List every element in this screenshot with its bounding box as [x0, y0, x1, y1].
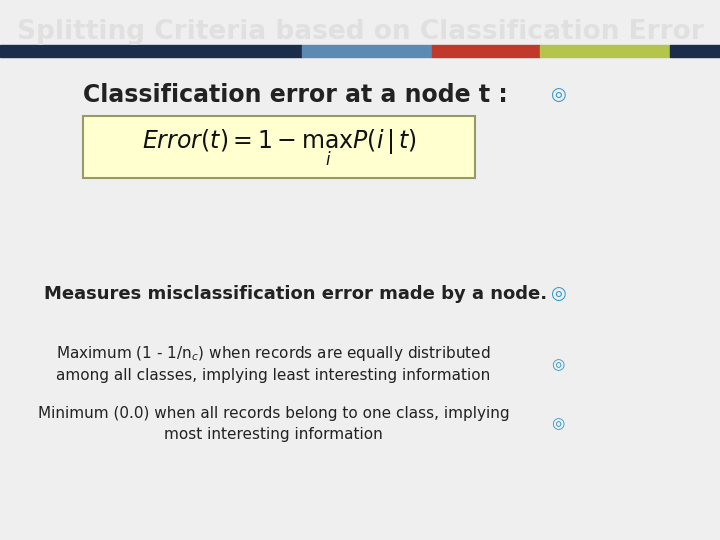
Bar [670, 45, 720, 57]
FancyBboxPatch shape [83, 116, 475, 178]
Text: ◎: ◎ [552, 357, 564, 372]
Text: most interesting information: most interesting information [164, 427, 383, 442]
Bar [432, 45, 540, 57]
Text: Minimum (0.0) when all records belong to one class, implying: Minimum (0.0) when all records belong to… [37, 406, 510, 421]
Bar [302, 45, 432, 57]
Text: ◎: ◎ [550, 285, 566, 303]
Bar [0, 45, 302, 57]
Bar [540, 45, 670, 57]
Text: $Error(t) = 1 - \max_i P(i\,|\,t)$: $Error(t) = 1 - \max_i P(i\,|\,t)$ [142, 127, 416, 167]
Text: Maximum (1 - 1/n$_c$) when records are equally distributed: Maximum (1 - 1/n$_c$) when records are e… [56, 344, 491, 363]
Text: among all classes, implying least interesting information: among all classes, implying least intere… [56, 368, 491, 383]
Text: Splitting Criteria based on Classification Error: Splitting Criteria based on Classificati… [17, 19, 703, 45]
Text: Classification error at a node t :: Classification error at a node t : [83, 83, 508, 106]
Text: ◎: ◎ [550, 85, 566, 104]
Text: Measures misclassification error made by a node.: Measures misclassification error made by… [44, 285, 546, 303]
Text: ◎: ◎ [552, 416, 564, 431]
